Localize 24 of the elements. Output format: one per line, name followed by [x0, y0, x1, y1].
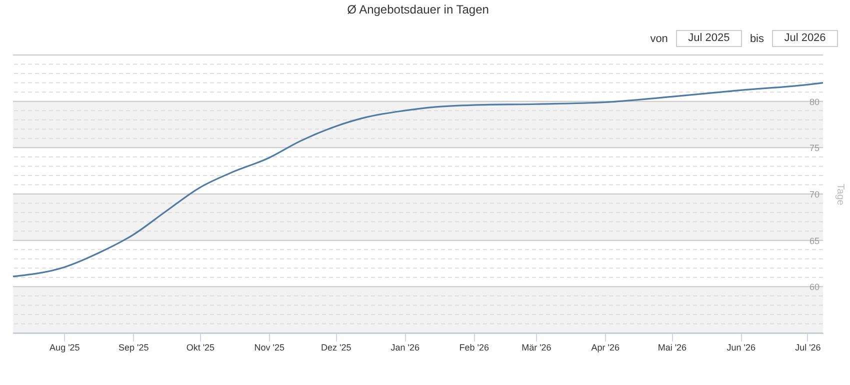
x-tick-label: Jun '26: [726, 342, 756, 352]
text: von: [650, 32, 668, 44]
x-tick-label: Jul '26: [795, 342, 821, 352]
y-axis-title: Tage: [834, 184, 846, 206]
date-field: Jul 2026: [772, 30, 838, 47]
y-tick-label: 60: [809, 282, 820, 292]
x-tick-label: Mär '26: [522, 342, 552, 352]
y-tick-label: 65: [809, 236, 820, 246]
x-tick-label: Aug '25: [50, 342, 80, 352]
x-tick-label: Dez '25: [321, 342, 352, 352]
y-tick-label: 70: [809, 190, 820, 200]
x-tick-label: Apr '26: [591, 342, 620, 352]
x-tick-label: Okt '25: [186, 342, 215, 352]
x-tick-label: Sep '25: [118, 342, 149, 352]
x-tick-label: Feb '26: [459, 342, 490, 352]
y-tick-label: 80: [809, 96, 820, 107]
x-tick-label: Nov '25: [254, 342, 285, 352]
text: bis: [750, 32, 764, 44]
line-series: [12, 82, 824, 278]
chart-title: Ø Angebotsdauer in Tagen: [347, 2, 489, 16]
date-field: Jul 2025: [676, 30, 742, 47]
x-tick-label: Mai '26: [658, 342, 687, 352]
y-tick-label: 75: [809, 143, 820, 154]
x-tick-label: Jan '26: [390, 342, 420, 352]
